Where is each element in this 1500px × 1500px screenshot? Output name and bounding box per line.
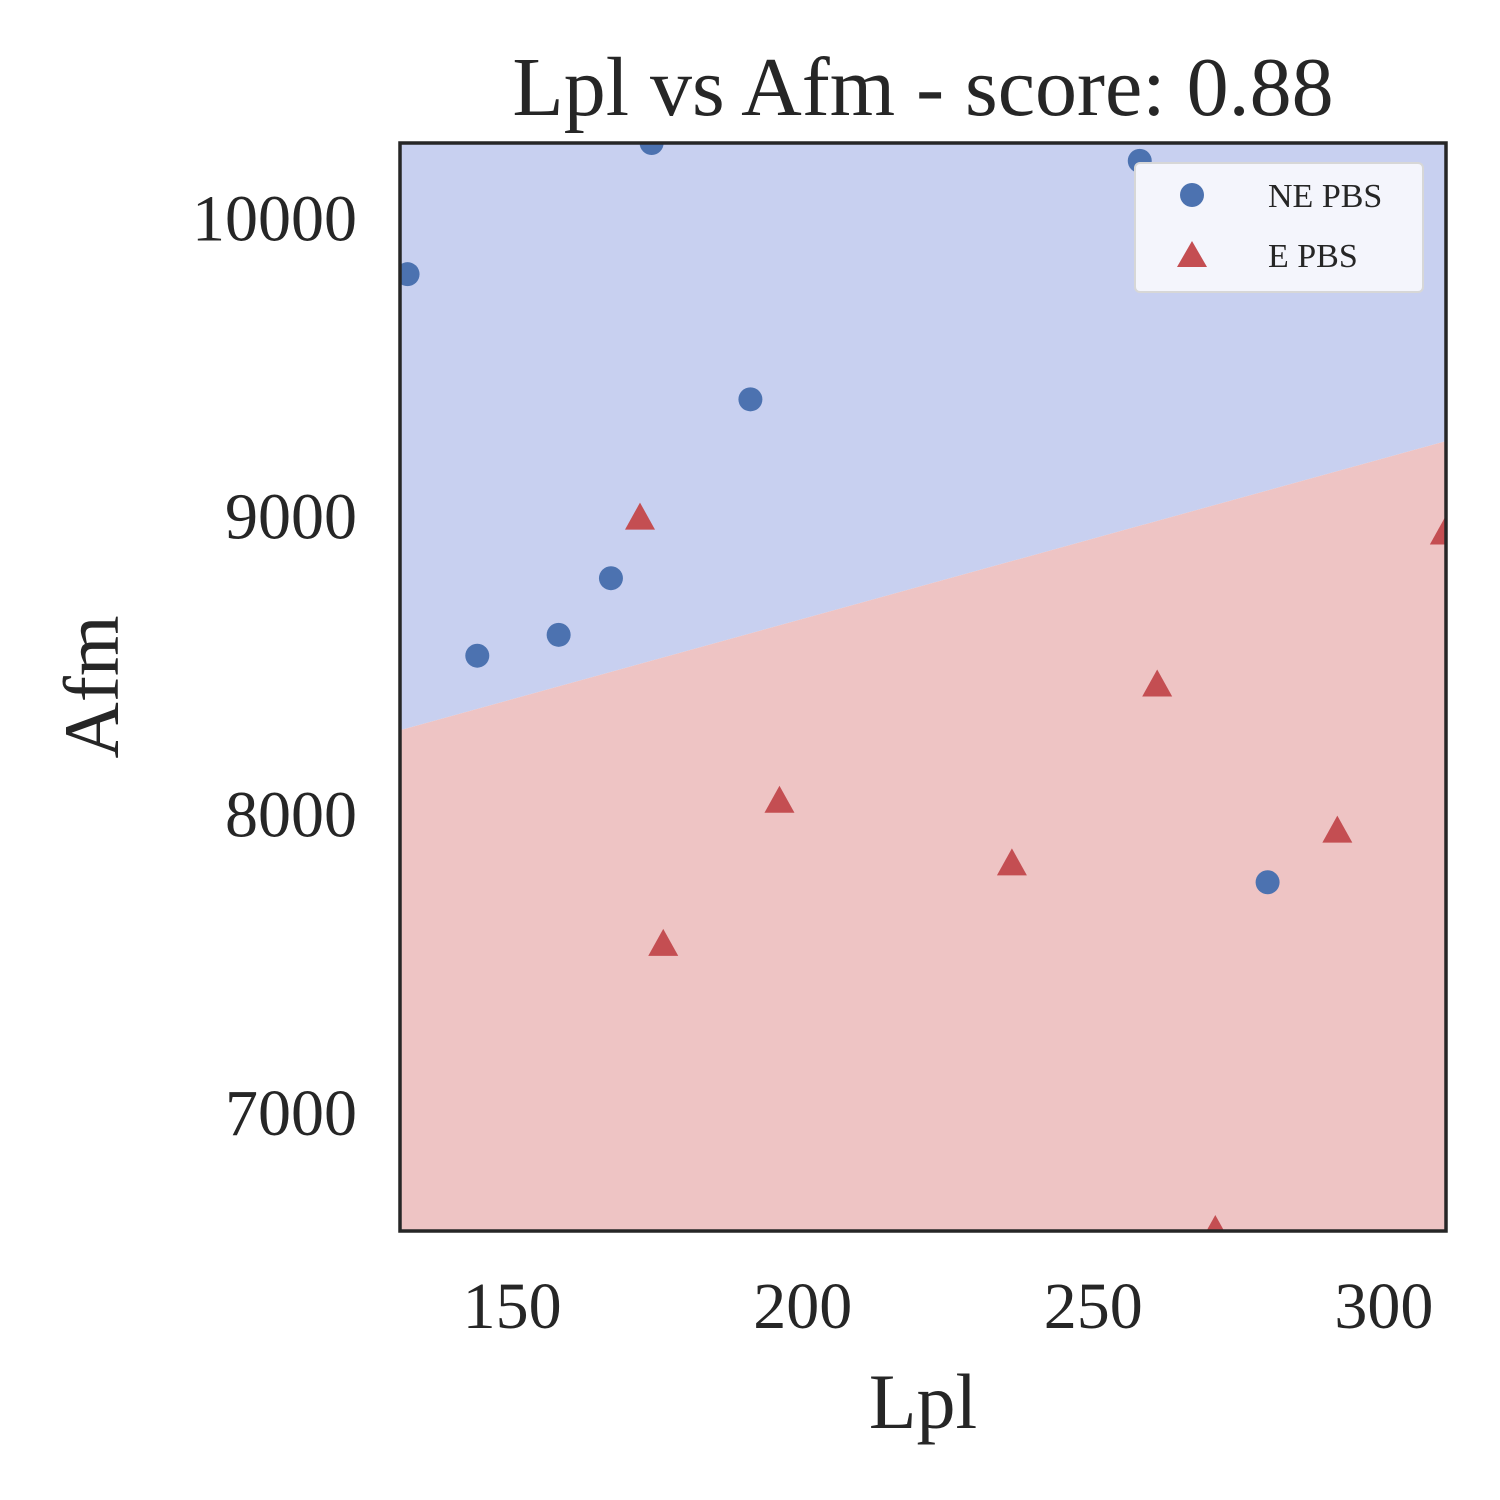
point-ne-pbs	[465, 643, 490, 668]
legend-marker-ne-pbs	[1180, 183, 1204, 207]
point-e-pbs	[624, 502, 655, 530]
x-tick-label: 300	[1334, 1270, 1433, 1343]
point-ne-pbs	[639, 143, 664, 155]
region-e-pbs	[400, 441, 1446, 1231]
legend-label-e-pbs: E PBS	[1268, 238, 1358, 275]
plot-frame	[398, 141, 1448, 1233]
y-tick-label: 7000	[225, 1077, 357, 1150]
point-e-pbs	[764, 785, 795, 813]
point-e-pbs	[1429, 517, 1446, 545]
x-tick-label: 250	[1044, 1270, 1143, 1343]
x-axis-ticks: 150 200 250 300	[463, 1270, 1434, 1343]
decision-regions	[400, 143, 1446, 1231]
y-tick-label: 10000	[192, 183, 357, 256]
x-tick-label: 150	[463, 1270, 562, 1343]
y-tick-label: 8000	[225, 779, 357, 852]
point-ne-pbs	[546, 622, 571, 647]
point-ne-pbs	[598, 566, 623, 591]
legend-label-ne-pbs: NE PBS	[1268, 178, 1382, 215]
point-e-pbs	[648, 928, 679, 956]
point-e-pbs	[996, 848, 1027, 876]
data-points	[400, 143, 1446, 1231]
x-tick-label: 200	[753, 1270, 852, 1343]
point-e-pbs	[1142, 669, 1173, 697]
legend-box	[1134, 162, 1424, 293]
point-e-pbs	[1206, 1215, 1225, 1231]
point-ne-pbs	[738, 387, 763, 412]
legend: NE PBS E PBS	[1134, 162, 1424, 293]
x-axis-label: Lpl	[869, 1358, 977, 1445]
point-e-pbs	[1322, 815, 1353, 843]
y-axis-ticks: 7000 8000 9000 10000	[192, 183, 357, 1150]
y-tick-label: 9000	[225, 481, 357, 554]
legend-marker-e-pbs	[1177, 241, 1207, 267]
point-ne-pbs	[1255, 870, 1280, 895]
point-ne-pbs	[400, 262, 420, 287]
y-axis-label: Afm	[48, 616, 135, 759]
chart-title: Lpl vs Afm - score: 0.88	[512, 41, 1333, 134]
